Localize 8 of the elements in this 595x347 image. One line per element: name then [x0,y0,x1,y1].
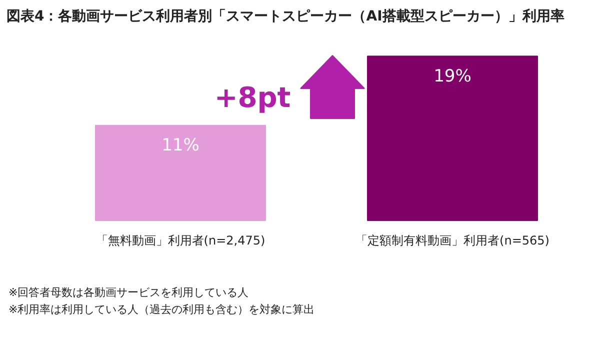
data-label: 11% [162,136,200,156]
text: ※回答者母数は各動画サービスを利用している人 [8,286,249,299]
data-label: 19% [434,66,472,87]
x-tick-label: 「無料動画」利用者(n=2,475) [96,233,266,248]
x-tick-label: 「定額制有料動画」利用者(n=565) [356,233,550,248]
text: ※利用率は利用している人（過去の利用も含む）を対象に算出 [8,303,315,316]
chart-title: 図表4：各動画サービス利用者別「スマートスピーカー（AI搭載型スピーカー）」利用率 [6,8,564,24]
annotation: +8pt [214,81,291,114]
